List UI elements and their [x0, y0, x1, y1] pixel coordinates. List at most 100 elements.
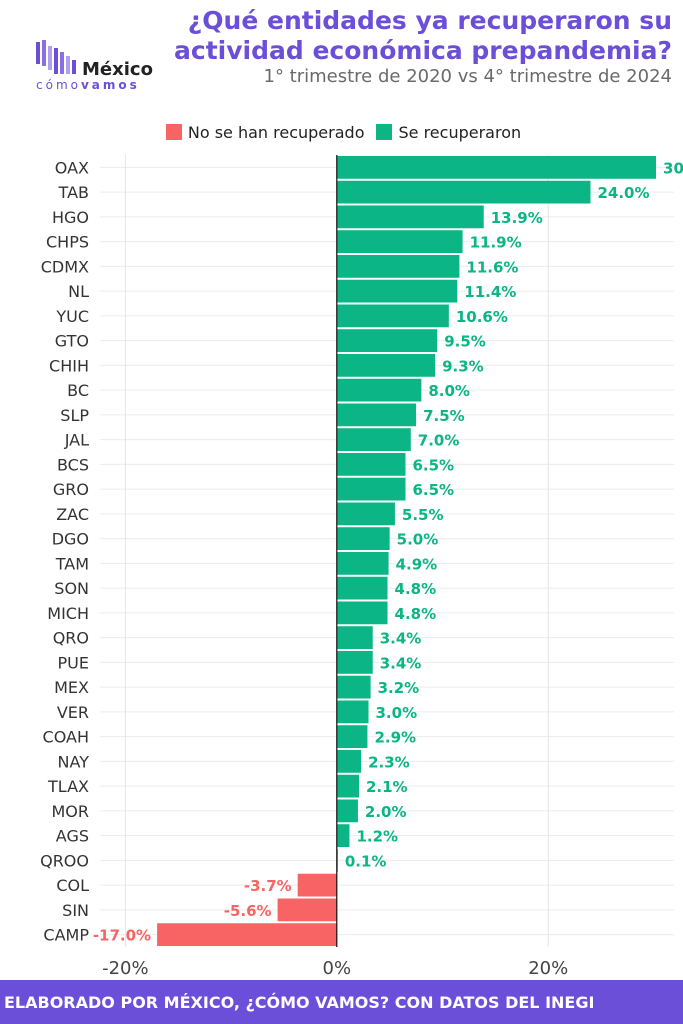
category-label: TAM [55, 554, 89, 573]
logo-sub-prefix: cómo [36, 78, 81, 92]
data-label: -17.0% [93, 927, 151, 945]
category-label: NL [68, 282, 89, 301]
bar-nay [336, 749, 362, 773]
category-label: MICH [47, 604, 89, 623]
category-label: SLP [60, 406, 89, 425]
category-label: CHPS [46, 233, 89, 252]
data-label: 2.1% [366, 778, 408, 796]
x-tick-label: -20% [102, 958, 149, 978]
category-label: SON [54, 579, 89, 598]
data-label: 13.9% [491, 209, 543, 227]
x-tick-label: 0% [323, 958, 352, 978]
logo: México cómovamos [36, 38, 156, 92]
bar-bc [336, 378, 422, 402]
category-label: HGO [52, 208, 89, 227]
bar-hgo [336, 205, 484, 229]
category-label: TLAX [47, 777, 89, 796]
legend: No se han recuperado Se recuperaron [0, 122, 683, 142]
chart-subtitle: 1° trimestre de 2020 vs 4° trimestre de … [263, 66, 673, 87]
data-label: 2.3% [368, 753, 410, 771]
data-label: 2.0% [365, 803, 407, 821]
category-label: MOR [51, 802, 89, 821]
bar-gro [336, 477, 406, 501]
category-label: ZAC [56, 505, 89, 524]
legend-swatch-positive [376, 124, 393, 140]
data-label: 6.5% [412, 456, 454, 474]
bar-yuc [336, 304, 449, 328]
bar-mex [336, 675, 371, 699]
bar-tlax [336, 774, 359, 798]
bar-camp [157, 923, 337, 947]
bar-coah [336, 725, 368, 749]
logo-sub-text: cómovamos [36, 78, 140, 92]
bar-chart: OAX 30.2% TAB 24.0% HGO 13.9% CHPS 11.9% CDMX 11.… [40, 155, 683, 978]
data-label: 3.4% [380, 630, 422, 648]
data-label: 11.9% [470, 234, 522, 252]
category-label: AGS [56, 827, 89, 846]
category-label: CDMX [41, 257, 89, 276]
data-label: 30.2% [663, 159, 683, 177]
data-label: 9.5% [444, 333, 486, 351]
bar-sin [277, 898, 337, 922]
bar-mich [336, 601, 388, 625]
category-label: OAX [55, 158, 89, 177]
data-label: 1.2% [356, 828, 398, 846]
bar-slp [336, 403, 417, 427]
bar-jal [336, 428, 411, 452]
data-label: 6.5% [412, 481, 454, 499]
category-label: QROO [40, 851, 89, 870]
category-label: DGO [52, 530, 89, 549]
bar-pue [336, 650, 373, 674]
bar-chih [336, 353, 436, 377]
category-label: GRO [53, 480, 89, 499]
category-label: NAY [58, 752, 90, 771]
chart-title-line-1: ¿Qué entidades ya recuperaron su [187, 6, 672, 35]
data-label: 4.9% [396, 555, 438, 573]
category-label: TAB [58, 183, 89, 202]
data-label: 5.0% [397, 531, 439, 549]
bar-col [297, 873, 337, 897]
x-tick-label: 20% [528, 958, 568, 978]
bar-mor [336, 799, 358, 823]
chart-title-line-2: actividad económica prepandemia? [174, 36, 672, 65]
bar-tab [336, 180, 591, 204]
data-label: 24.0% [597, 184, 649, 202]
category-label: QRO [53, 629, 89, 648]
chart-title: ¿Qué entidades ya recuperaron su activid… [152, 6, 672, 66]
data-label: 10.6% [456, 308, 508, 326]
data-label: 4.8% [395, 605, 437, 623]
legend-item-negative: No se han recuperado [165, 123, 364, 142]
category-label: JAL [64, 431, 89, 450]
bar-oax [336, 155, 657, 179]
data-label: 11.6% [466, 258, 518, 276]
data-label: 3.0% [376, 704, 418, 722]
data-label: -5.6% [224, 902, 272, 920]
bar-ags [336, 824, 350, 848]
bar-cdmx [336, 254, 460, 278]
data-label: 3.4% [380, 654, 422, 672]
legend-item-positive: Se recuperaron [376, 123, 521, 142]
bar-gto [336, 329, 438, 353]
data-label: 5.5% [402, 506, 444, 524]
data-label: -3.7% [244, 877, 292, 895]
data-label: 8.0% [428, 382, 470, 400]
logo-bars-icon [36, 40, 76, 74]
data-label: 2.9% [374, 729, 416, 747]
category-label: CHIH [49, 356, 89, 375]
category-label: GTO [55, 332, 89, 351]
category-label: PUE [58, 653, 89, 672]
data-label: 9.3% [442, 357, 484, 375]
data-label: 11.4% [464, 283, 516, 301]
bar-dgo [336, 527, 390, 551]
legend-swatch-negative [165, 124, 182, 140]
category-label: SIN [62, 901, 89, 920]
category-label: BC [67, 381, 89, 400]
category-label: CAMP [43, 926, 89, 945]
category-label: MEX [54, 678, 89, 697]
category-label: BCS [57, 455, 89, 474]
category-label: COAH [43, 728, 89, 747]
bar-qro [336, 626, 373, 650]
data-label: 4.8% [395, 580, 437, 598]
data-label: 7.5% [423, 407, 465, 425]
bar-zac [336, 502, 395, 526]
